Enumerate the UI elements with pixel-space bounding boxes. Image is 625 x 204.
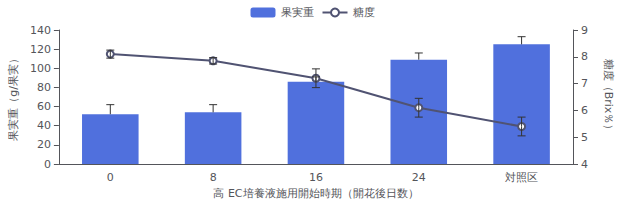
- svg-text:0: 0: [44, 158, 51, 171]
- svg-text:4: 4: [581, 158, 588, 171]
- svg-text:果実重（g/果実）: 果実重（g/果実）: [7, 53, 20, 141]
- svg-text:40: 40: [37, 119, 51, 132]
- svg-text:糖度（Brix％）: 糖度（Brix％）: [602, 59, 615, 136]
- svg-text:糖度: 糖度: [353, 6, 375, 19]
- svg-text:16: 16: [309, 171, 323, 184]
- svg-text:果実重: 果実重: [281, 6, 314, 19]
- svg-text:5: 5: [581, 131, 588, 144]
- svg-text:80: 80: [37, 81, 51, 94]
- svg-text:9: 9: [581, 24, 588, 37]
- svg-text:120: 120: [30, 43, 51, 56]
- svg-text:8: 8: [210, 171, 217, 184]
- svg-text:高 EC培養液施用開始時期（開花後日数）: 高 EC培養液施用開始時期（開花後日数）: [213, 187, 418, 200]
- svg-text:24: 24: [412, 171, 426, 184]
- svg-text:20: 20: [37, 138, 51, 151]
- svg-text:8: 8: [581, 50, 588, 63]
- svg-text:6: 6: [581, 104, 588, 117]
- svg-text:対照区: 対照区: [505, 171, 538, 184]
- svg-text:60: 60: [37, 100, 51, 113]
- svg-text:0: 0: [107, 171, 114, 184]
- svg-text:140: 140: [30, 24, 51, 37]
- svg-text:7: 7: [581, 77, 588, 90]
- svg-text:100: 100: [30, 62, 51, 75]
